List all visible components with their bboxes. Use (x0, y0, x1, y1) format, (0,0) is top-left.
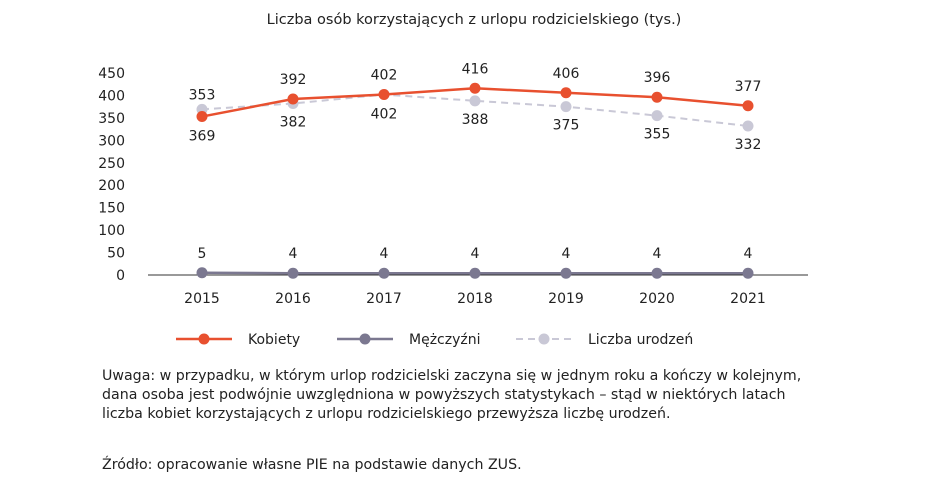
y-tick-label: 300 (98, 133, 125, 149)
legend-item: Liczba urodzeń (516, 332, 693, 348)
data-label: 4 (289, 246, 298, 262)
chart-note: Uwaga: w przypadku, w którym urlop rodzi… (102, 368, 802, 422)
data-label: 382 (280, 115, 307, 131)
y-tick-label: 100 (98, 223, 125, 239)
y-tick-label: 150 (98, 201, 125, 217)
data-point (651, 91, 663, 103)
legend: Kobiety Mężczyźni Liczba urodzeń (176, 332, 693, 348)
chart-source: Źródło: opracowanie własne PIE na podsta… (102, 457, 522, 473)
data-label: 388 (462, 112, 489, 128)
y-tick-label: 50 (107, 246, 125, 262)
data-point (287, 93, 299, 105)
series-layer: 353 392 402 416 406 396 377 369 382 402 388 375 355 3… (189, 61, 762, 279)
data-label: 4 (653, 246, 662, 262)
data-point (378, 89, 390, 101)
data-label: 406 (553, 66, 580, 82)
data-label: 332 (735, 137, 762, 153)
data-point (651, 267, 663, 279)
series-1 (196, 267, 754, 279)
data-label: 5 (198, 246, 207, 262)
data-label: 4 (744, 246, 753, 262)
data-label: 392 (280, 72, 307, 88)
data-label: 402 (371, 68, 398, 84)
x-tick-label: 2019 (548, 291, 584, 307)
chart-title: Liczba osób korzystających z urlopu rodz… (267, 12, 682, 28)
data-point (742, 100, 754, 112)
y-tick-label: 400 (98, 88, 125, 104)
legend-label: Liczba urodzeń (588, 332, 693, 348)
x-tick-label: 2017 (366, 291, 402, 307)
data-point (651, 110, 663, 122)
data-point (469, 82, 481, 94)
data-label: 396 (644, 70, 671, 86)
data-point (469, 95, 481, 107)
data-point (742, 120, 754, 132)
data-label: 4 (380, 246, 389, 262)
data-label: 4 (562, 246, 571, 262)
legend-item: Mężczyźni (337, 332, 480, 348)
data-labels: 353 392 402 416 406 396 377 369 382 402 388 375 355 3… (189, 61, 762, 262)
x-tick-label: 2016 (275, 291, 311, 307)
legend-label: Mężczyźni (409, 332, 480, 348)
data-label: 416 (462, 61, 489, 77)
data-point (196, 111, 208, 123)
series-0 (196, 82, 754, 123)
legend-swatch-marker (538, 333, 550, 345)
data-label: 369 (189, 129, 216, 145)
data-point (560, 101, 572, 113)
data-label: 375 (553, 118, 580, 134)
y-tick-label: 0 (116, 268, 125, 284)
legend-item: Kobiety (176, 332, 300, 348)
data-point (742, 267, 754, 279)
data-label: 355 (644, 127, 671, 143)
y-axis: 0 50 100 150 200 250 300 350 400 450 (98, 66, 125, 284)
y-tick-label: 350 (98, 111, 125, 127)
data-point (287, 267, 299, 279)
x-tick-label: 2018 (457, 291, 493, 307)
data-label: 377 (735, 79, 762, 95)
data-point (560, 267, 572, 279)
x-tick-label: 2015 (184, 291, 220, 307)
x-tick-label: 2021 (730, 291, 766, 307)
data-label: 402 (371, 107, 398, 123)
data-point (560, 87, 572, 99)
chart: Liczba osób korzystających z urlopu rodz… (98, 12, 808, 348)
data-point (196, 267, 208, 279)
data-label: 4 (471, 246, 480, 262)
y-tick-label: 250 (98, 156, 125, 172)
legend-swatch-marker (198, 333, 210, 345)
y-tick-label: 450 (98, 66, 125, 82)
x-tick-label: 2020 (639, 291, 675, 307)
legend-label: Kobiety (248, 332, 300, 348)
data-point (469, 267, 481, 279)
data-point (378, 267, 390, 279)
x-axis: 2015 2016 2017 2018 2019 2020 2021 (148, 274, 808, 307)
y-tick-label: 200 (98, 178, 125, 194)
legend-swatch-marker (359, 333, 371, 345)
data-label: 353 (189, 88, 216, 104)
